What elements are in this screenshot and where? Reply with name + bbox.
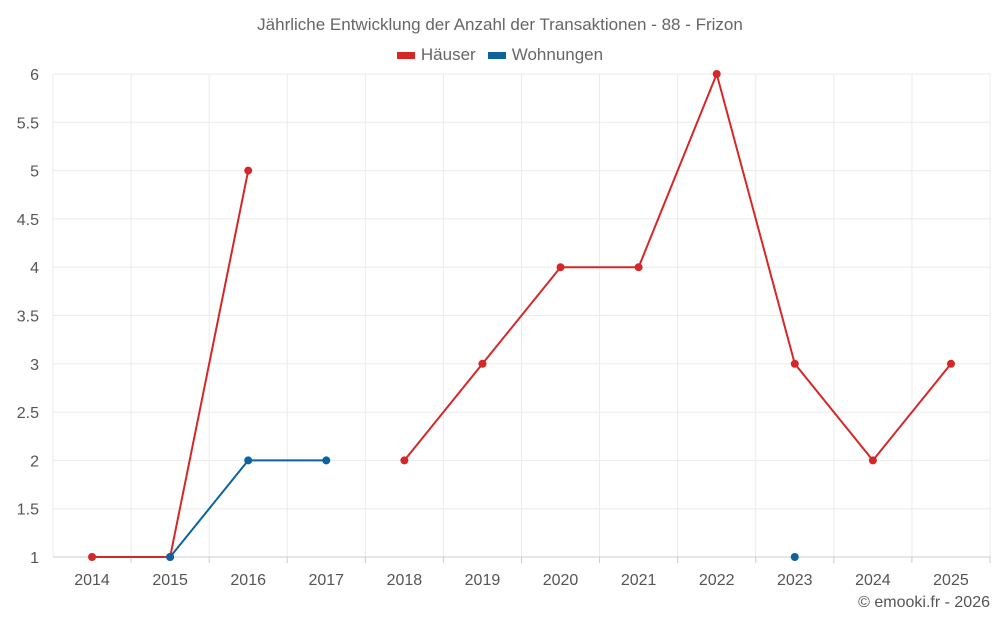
- x-tick-label: 2025: [933, 572, 969, 589]
- y-tick-label: 1.5: [17, 502, 39, 519]
- data-point-0: [946, 359, 955, 368]
- data-point-0: [88, 553, 97, 561]
- y-tick-label: 1: [30, 550, 39, 567]
- legend-label: Häuser: [420, 45, 476, 64]
- x-tick-label: 2015: [152, 572, 188, 589]
- data-point-0: [478, 359, 487, 368]
- data-point-1: [790, 553, 799, 561]
- x-tick-label: 2020: [543, 572, 579, 589]
- data-point-0: [712, 70, 721, 78]
- legend-label: Wohnungen: [511, 45, 604, 64]
- y-tick-label: 3: [30, 357, 39, 374]
- chart-title: Jährliche Entwicklung der Anzahl der Tra…: [257, 15, 743, 34]
- series-line-0: [403, 70, 952, 462]
- legend-item-wohnungen[interactable]: Wohnungen: [487, 45, 604, 65]
- credit: © emooki.fr - 2026: [858, 594, 990, 611]
- y-tick-label: 5.5: [17, 115, 39, 132]
- data-point-0: [868, 456, 877, 465]
- x-tick-label: 2016: [230, 572, 266, 589]
- y-tick-label: 3.5: [17, 309, 39, 326]
- legend: Häuser Wohnungen: [0, 45, 1000, 65]
- legend-swatch: [487, 51, 506, 59]
- y-tick-label: 2: [30, 453, 39, 470]
- x-tick-label: 2023: [777, 572, 813, 589]
- y-tick-label: 2.5: [17, 405, 39, 422]
- x-tick-label: 2017: [308, 572, 344, 589]
- data-point-1: [244, 456, 253, 465]
- data-point-0: [244, 166, 253, 175]
- x-tick-label: 2019: [465, 572, 501, 589]
- data-point-0: [556, 263, 565, 272]
- data-point-1: [166, 553, 175, 561]
- data-point-0: [400, 456, 409, 465]
- x-tick-label: 2024: [855, 572, 891, 589]
- y-tick-label: 4.5: [17, 212, 39, 229]
- y-tick-label: 4: [30, 260, 39, 277]
- legend-swatch: [396, 51, 415, 59]
- data-point-1: [322, 456, 331, 465]
- y-tick-label: 5: [30, 164, 39, 181]
- data-point-0: [634, 263, 643, 272]
- data-point-0: [790, 359, 799, 368]
- legend-item-haeuser[interactable]: Häuser: [396, 45, 476, 65]
- x-tick-label: 2014: [74, 572, 110, 589]
- x-tick-label: 2022: [699, 572, 735, 589]
- x-tick-label: 2021: [621, 572, 657, 589]
- x-tick-label: 2018: [387, 572, 423, 589]
- y-tick-label: 6: [30, 67, 39, 84]
